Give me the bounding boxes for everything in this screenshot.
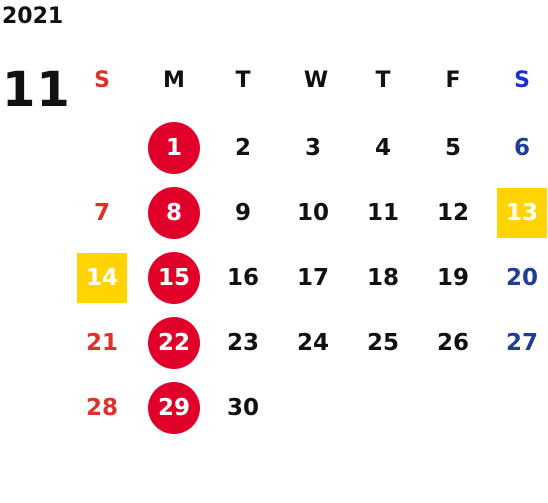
day-number: 25 xyxy=(366,330,399,356)
calendar-day[interactable]: 3 xyxy=(283,118,343,178)
weekday-sunday: S xyxy=(94,68,110,93)
year-label: 2021 xyxy=(2,4,64,29)
day-number: 24 xyxy=(296,330,329,356)
day-number: 28 xyxy=(85,395,118,421)
day-number: 4 xyxy=(374,135,391,161)
calendar-day[interactable]: 11 xyxy=(353,183,413,243)
calendar-day[interactable]: 26 xyxy=(423,313,483,373)
calendar-day[interactable]: 14 xyxy=(72,248,132,308)
calendar-day[interactable]: 10 xyxy=(283,183,343,243)
calendar-day[interactable]: 29 xyxy=(144,378,204,438)
day-number: 9 xyxy=(234,200,251,226)
day-number: 19 xyxy=(436,265,469,291)
day-number: 5 xyxy=(444,135,461,161)
day-number: 29 xyxy=(148,382,200,434)
calendar-day[interactable]: 7 xyxy=(72,183,132,243)
calendar-day[interactable]: 15 xyxy=(144,248,204,308)
calendar-day[interactable]: 16 xyxy=(213,248,273,308)
calendar-day[interactable]: 20 xyxy=(492,248,548,308)
calendar-day[interactable]: 27 xyxy=(492,313,548,373)
calendar-day[interactable]: 9 xyxy=(213,183,273,243)
calendar-day[interactable]: 6 xyxy=(492,118,548,178)
day-number: 15 xyxy=(148,252,200,304)
calendar-day[interactable]: 1 xyxy=(144,118,204,178)
day-number: 13 xyxy=(497,188,547,238)
weekday-header: S M T W T F S xyxy=(0,58,548,104)
day-number: 3 xyxy=(304,135,321,161)
day-number: 23 xyxy=(226,330,259,356)
day-number: 6 xyxy=(513,135,530,161)
month-number: 11 xyxy=(2,62,71,118)
weekday-saturday: S xyxy=(514,68,530,93)
calendar-day[interactable]: 23 xyxy=(213,313,273,373)
calendar-day[interactable]: 24 xyxy=(283,313,343,373)
weekday-tuesday: T xyxy=(235,68,251,93)
calendar-day[interactable]: 21 xyxy=(72,313,132,373)
day-number: 14 xyxy=(77,253,127,303)
calendar-day[interactable]: 17 xyxy=(283,248,343,308)
day-number: 27 xyxy=(505,330,538,356)
calendar-day[interactable]: 22 xyxy=(144,313,204,373)
day-number: 10 xyxy=(296,200,329,226)
calendar-day[interactable]: 5 xyxy=(423,118,483,178)
calendar-day[interactable]: 12 xyxy=(423,183,483,243)
calendar-day[interactable]: 18 xyxy=(353,248,413,308)
calendar-day[interactable]: 19 xyxy=(423,248,483,308)
weekday-monday: M xyxy=(163,68,185,93)
day-number: 30 xyxy=(226,395,259,421)
day-number: 1 xyxy=(148,122,200,174)
day-number: 16 xyxy=(226,265,259,291)
day-number: 18 xyxy=(366,265,399,291)
calendar-grid: 1 2 3 4 5 6 7 8 9 10 11 12 13 14 15 16 17 18 19 20 21 22 23 24 2… xyxy=(0,118,548,448)
calendar-day[interactable]: 4 xyxy=(353,118,413,178)
calendar-day[interactable]: 8 xyxy=(144,183,204,243)
day-number: 21 xyxy=(85,330,118,356)
calendar-day[interactable]: 2 xyxy=(213,118,273,178)
weekday-wednesday: W xyxy=(303,68,329,93)
weekday-friday: F xyxy=(445,68,461,93)
day-number: 26 xyxy=(436,330,469,356)
day-number: 7 xyxy=(93,200,110,226)
day-number: 20 xyxy=(505,265,538,291)
day-number: 8 xyxy=(148,187,200,239)
calendar-day[interactable]: 28 xyxy=(72,378,132,438)
day-number: 12 xyxy=(436,200,469,226)
calendar-day[interactable]: 30 xyxy=(213,378,273,438)
day-number: 17 xyxy=(296,265,329,291)
calendar-day[interactable]: 13 xyxy=(492,183,548,243)
weekday-thursday: T xyxy=(375,68,391,93)
calendar-day[interactable]: 25 xyxy=(353,313,413,373)
day-number: 11 xyxy=(366,200,399,226)
day-number: 2 xyxy=(234,135,251,161)
day-number: 22 xyxy=(148,317,200,369)
